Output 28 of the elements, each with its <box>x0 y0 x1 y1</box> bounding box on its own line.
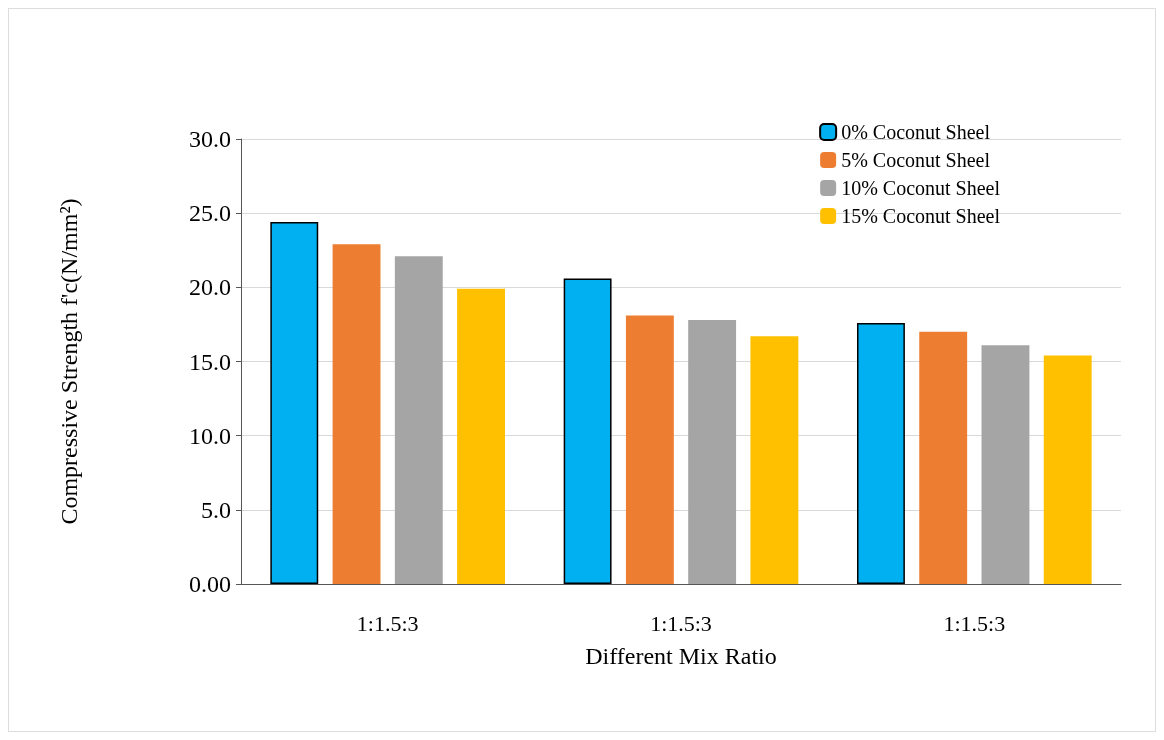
bar <box>981 345 1030 584</box>
bar <box>332 244 381 584</box>
legend-label: 0% Coconut Sheel <box>841 121 991 143</box>
bar <box>919 331 968 584</box>
y-tick-label: 15.0 <box>189 348 231 375</box>
x-tick-label: 1:1.5:3 <box>650 610 712 636</box>
legend-label: 5% Coconut Sheel <box>841 149 991 171</box>
y-axis-title: Compressive Strength f'c(N/mm²) <box>56 198 82 525</box>
x-tick-label: 1:1.5:3 <box>943 610 1006 636</box>
bar <box>1043 355 1092 584</box>
bar <box>457 288 505 584</box>
y-tick-label: 10.0 <box>189 422 231 449</box>
bar <box>750 336 799 584</box>
bar <box>563 278 612 584</box>
bar <box>394 256 443 584</box>
y-tick-label: 5.0 <box>201 496 231 523</box>
legend-label: 10% Coconut Sheel <box>841 177 1001 199</box>
bar <box>688 319 737 584</box>
y-tick-label: 30.0 <box>189 126 231 152</box>
x-axis-title: Different Mix Ratio <box>585 643 777 669</box>
y-tick-label: 20.0 <box>189 274 231 301</box>
legend-label: 15% Coconut Sheel <box>841 205 1001 227</box>
bar <box>270 222 319 584</box>
y-tick-label: 25.0 <box>189 200 231 227</box>
bar <box>625 315 674 584</box>
bar <box>857 322 905 584</box>
y-tick-label: 0.00 <box>189 571 231 597</box>
x-tick-label: 1:1.5:3 <box>356 610 419 636</box>
